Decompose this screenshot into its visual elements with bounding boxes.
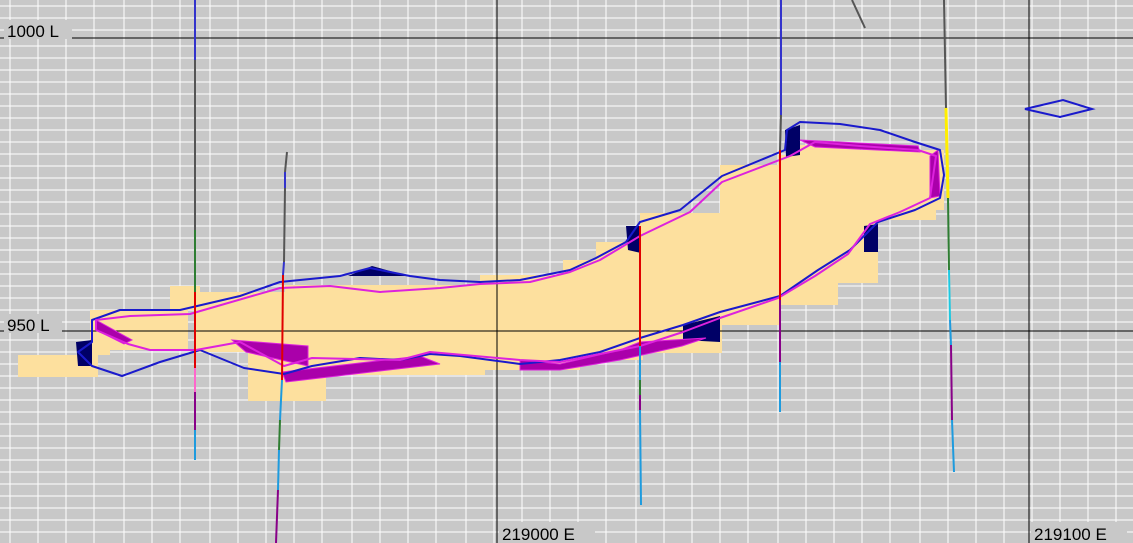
level-label-1000: 1000 L	[7, 22, 59, 41]
block	[563, 260, 643, 360]
outer-outline	[77, 121, 945, 377]
level-label-950: 950 L	[7, 316, 50, 335]
inner-outline	[95, 141, 937, 367]
drillhole[interactable]	[275, 151, 288, 543]
drillholes	[194, 0, 955, 543]
axis-labels: 1000 L 950 L 219000 E 219100 E	[4, 20, 1127, 543]
easting-label-219100: 219100 E	[1034, 525, 1107, 543]
drillhole[interactable]	[639, 226, 642, 506]
drillhole[interactable]	[779, 0, 782, 412]
easting-label-219000: 219000 E	[502, 525, 575, 543]
drillhole[interactable]	[851, 0, 866, 29]
resource-blocks	[18, 145, 944, 401]
drillhole[interactable]	[943, 0, 955, 473]
